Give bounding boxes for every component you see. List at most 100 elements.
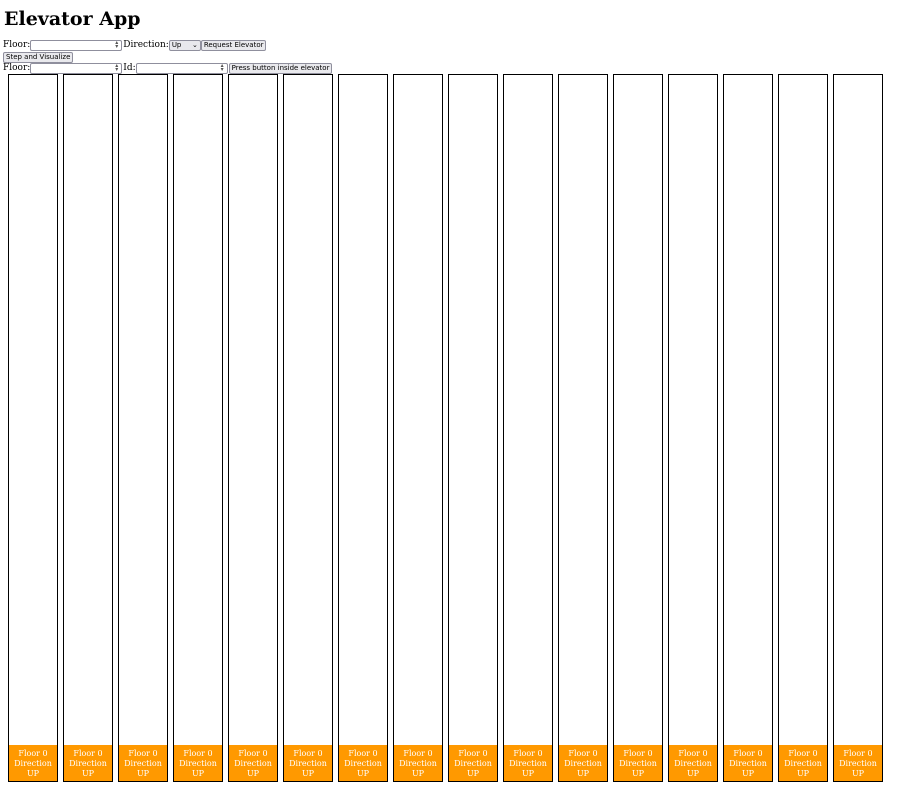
elevator-direction-value: UP	[851, 769, 865, 778]
elevator-shaft: Floor 0 Direction UP	[63, 74, 113, 782]
elevator-direction-value: UP	[631, 769, 645, 778]
elevator-direction-value: UP	[466, 769, 480, 778]
elevator-direction-label: Direction	[344, 759, 382, 768]
elevator-floor-text: Floor 0	[788, 749, 818, 758]
spinner-icon[interactable]: ▴ ▾	[115, 61, 119, 73]
elevator-direction-label: Direction	[454, 759, 492, 768]
elevator-floor-text: Floor 0	[238, 749, 268, 758]
request-floor-input[interactable]: ▴ ▾	[30, 38, 123, 51]
elevator-car: Floor 0 Direction UP	[394, 745, 442, 781]
elevator-floor-text: Floor 0	[403, 749, 433, 758]
request-elevator-button[interactable]: Request Elevator	[200, 39, 267, 51]
inside-floor-label: Floor:	[3, 63, 31, 73]
elevator-direction-value: UP	[246, 769, 260, 778]
direction-select[interactable]: Up ⌄	[168, 39, 201, 51]
elevator-floor-text: Floor 0	[843, 749, 873, 758]
spinner-icon[interactable]: ▴ ▾	[115, 38, 119, 50]
elevator-direction-label: Direction	[784, 759, 822, 768]
elevator-direction-value: UP	[521, 769, 535, 778]
elevator-direction-label: Direction	[674, 759, 712, 768]
elevator-car: Floor 0 Direction UP	[339, 745, 387, 781]
elevator-car: Floor 0 Direction UP	[504, 745, 552, 781]
elevator-direction-value: UP	[576, 769, 590, 778]
elevator-car: Floor 0 Direction UP	[779, 745, 827, 781]
elevator-id-label: Id:	[123, 63, 136, 73]
elevator-floor-text: Floor 0	[73, 749, 103, 758]
elevator-shaft: Floor 0 Direction UP	[503, 74, 553, 782]
elevator-shaft: Floor 0 Direction UP	[8, 74, 58, 782]
elevator-shaft: Floor 0 Direction UP	[668, 74, 718, 782]
spinner-icon[interactable]: ▴ ▾	[220, 61, 224, 73]
elevator-direction-label: Direction	[399, 759, 437, 768]
elevator-floor-text: Floor 0	[513, 749, 543, 758]
elevator-floor-text: Floor 0	[293, 749, 323, 758]
elevator-car: Floor 0 Direction UP	[119, 745, 167, 781]
elevator-direction-value: UP	[191, 769, 205, 778]
request-form: Floor: ▴ ▾ Direction: Up ⌄ Request Elevat…	[3, 38, 267, 51]
elevator-direction-value: UP	[136, 769, 150, 778]
elevator-car: Floor 0 Direction UP	[284, 745, 332, 781]
elevator-car: Floor 0 Direction UP	[9, 745, 57, 781]
elevator-id-input[interactable]: ▴ ▾	[135, 61, 228, 74]
elevator-direction-label: Direction	[564, 759, 602, 768]
elevator-shaft: Floor 0 Direction UP	[613, 74, 663, 782]
elevator-direction-label: Direction	[509, 759, 547, 768]
direction-label: Direction:	[123, 40, 169, 50]
elevator-shaft: Floor 0 Direction UP	[173, 74, 223, 782]
elevator-shaft: Floor 0 Direction UP	[228, 74, 278, 782]
elevator-car: Floor 0 Direction UP	[614, 745, 662, 781]
elevator-direction-value: UP	[741, 769, 755, 778]
inside-form: Floor: ▴ ▾ Id: ▴ ▾ Press button inside ele…	[3, 61, 333, 74]
elevator-floor-text: Floor 0	[348, 749, 378, 758]
elevator-floor-text: Floor 0	[128, 749, 158, 758]
elevator-direction-label: Direction	[69, 759, 107, 768]
elevator-car: Floor 0 Direction UP	[229, 745, 277, 781]
elevator-car: Floor 0 Direction UP	[724, 745, 772, 781]
elevator-shaft: Floor 0 Direction UP	[723, 74, 773, 782]
elevator-shaft: Floor 0 Direction UP	[283, 74, 333, 782]
elevator-car: Floor 0 Direction UP	[449, 745, 497, 781]
elevator-car: Floor 0 Direction UP	[559, 745, 607, 781]
elevator-floor-text: Floor 0	[623, 749, 653, 758]
elevator-shaft: Floor 0 Direction UP	[448, 74, 498, 782]
elevator-direction-value: UP	[301, 769, 315, 778]
elevator-direction-value: UP	[81, 769, 95, 778]
press-inside-elevator-button[interactable]: Press button inside elevator	[228, 62, 333, 74]
elevator-direction-label: Direction	[729, 759, 767, 768]
elevator-floor-text: Floor 0	[18, 749, 48, 758]
elevator-direction-label: Direction	[124, 759, 162, 768]
elevator-direction-label: Direction	[179, 759, 217, 768]
request-floor-label: Floor:	[3, 40, 31, 50]
elevator-direction-value: UP	[356, 769, 370, 778]
elevator-direction-label: Direction	[234, 759, 272, 768]
step-row: Step and Visualize	[3, 51, 74, 63]
elevator-direction-value: UP	[411, 769, 425, 778]
elevator-floor-text: Floor 0	[678, 749, 708, 758]
inside-floor-input[interactable]: ▴ ▾	[30, 61, 123, 74]
elevator-floor-text: Floor 0	[568, 749, 598, 758]
elevator-direction-value: UP	[686, 769, 700, 778]
elevator-floor-text: Floor 0	[733, 749, 763, 758]
elevator-shaft: Floor 0 Direction UP	[338, 74, 388, 782]
page-title: Elevator App	[4, 8, 141, 30]
elevator-car: Floor 0 Direction UP	[64, 745, 112, 781]
direction-selected-value: Up	[171, 40, 182, 49]
elevator-car: Floor 0 Direction UP	[669, 745, 717, 781]
elevator-floor-text: Floor 0	[458, 749, 488, 758]
elevator-floor-text: Floor 0	[183, 749, 213, 758]
elevator-direction-value: UP	[796, 769, 810, 778]
elevator-car: Floor 0 Direction UP	[174, 745, 222, 781]
elevator-shaft: Floor 0 Direction UP	[393, 74, 443, 782]
elevator-direction-label: Direction	[289, 759, 327, 768]
elevator-car: Floor 0 Direction UP	[834, 745, 882, 781]
elevator-shaft: Floor 0 Direction UP	[558, 74, 608, 782]
elevator-direction-label: Direction	[619, 759, 657, 768]
elevator-direction-label: Direction	[839, 759, 877, 768]
elevator-direction-value: UP	[26, 769, 40, 778]
step-and-visualize-button[interactable]: Step and Visualize	[3, 51, 74, 63]
elevator-direction-label: Direction	[14, 759, 52, 768]
chevron-down-icon: ⌄	[191, 40, 198, 49]
elevator-shaft: Floor 0 Direction UP	[833, 74, 883, 782]
elevator-shaft: Floor 0 Direction UP	[778, 74, 828, 782]
elevator-shaft: Floor 0 Direction UP	[118, 74, 168, 782]
